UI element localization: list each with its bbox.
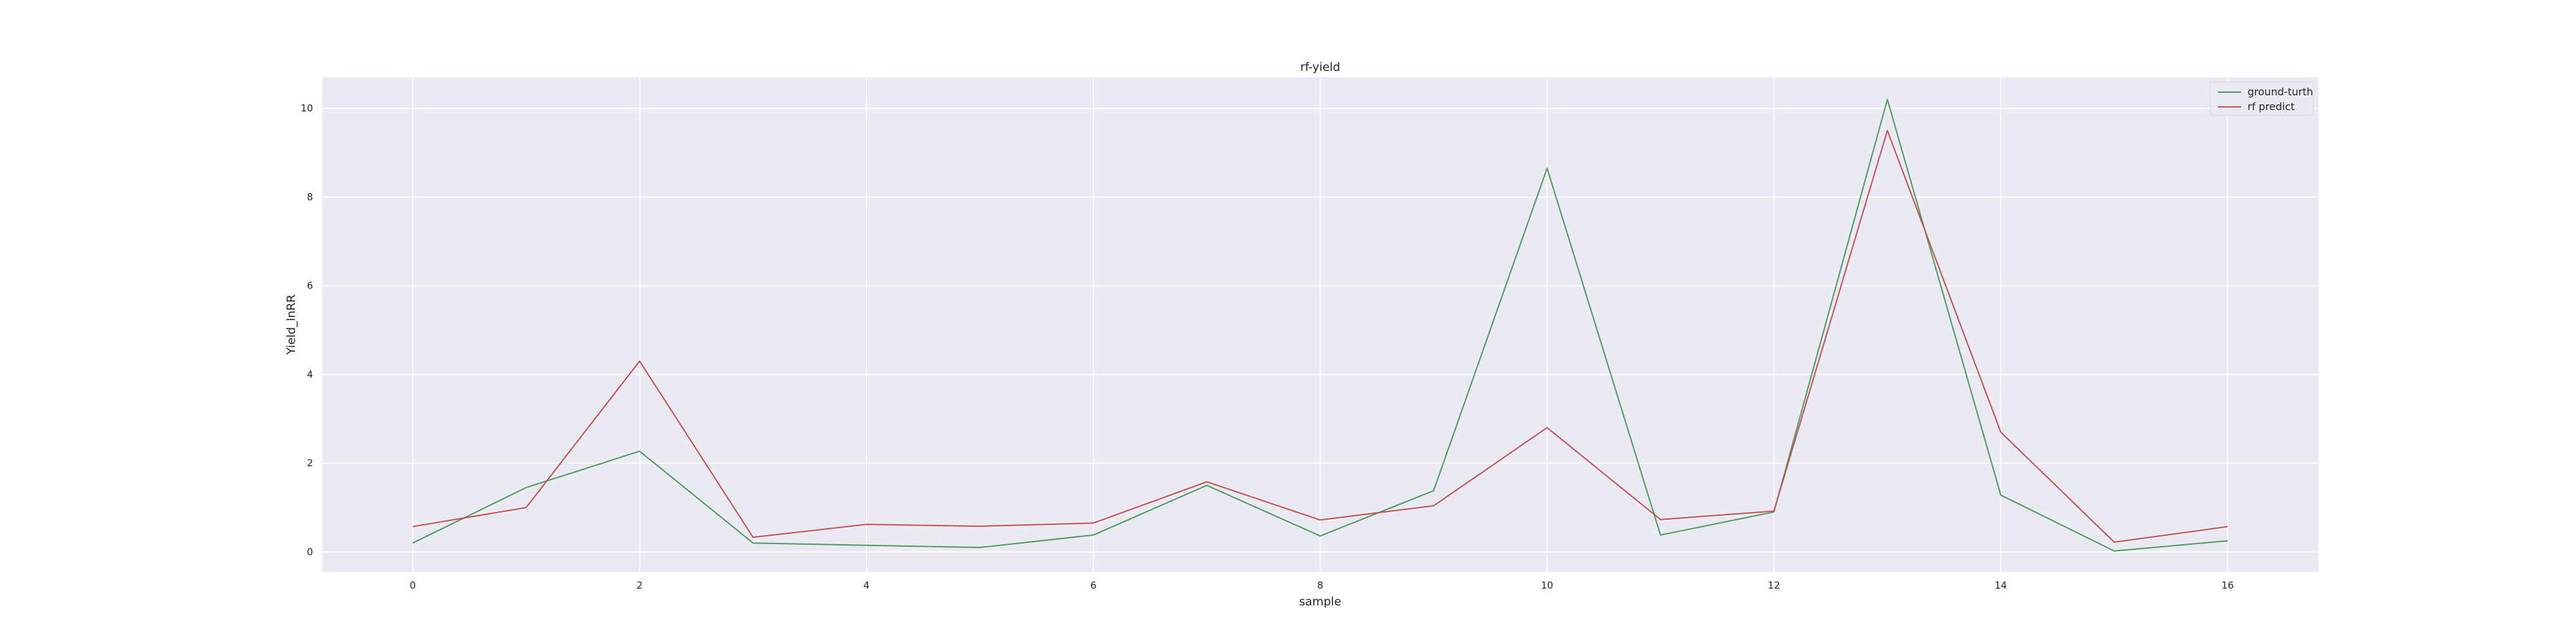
x-tick-label: 12 — [1768, 580, 1780, 591]
y-tick-label: 2 — [307, 457, 313, 469]
y-tick-label: 0 — [307, 546, 313, 558]
x-tick-label: 14 — [1994, 580, 2007, 591]
x-tick-label: 2 — [636, 580, 643, 591]
x-axis-label: sample — [1299, 595, 1341, 609]
series-line-rf-predict — [412, 129, 2228, 543]
x-tick-label: 6 — [1090, 580, 1097, 591]
grid — [322, 77, 2318, 572]
y-tick-label: 8 — [307, 191, 313, 203]
x-tick-labels: 0 2 4 6 8 10 12 14 16 — [410, 580, 2234, 591]
y-tick-labels: 0 2 4 6 8 10 — [301, 102, 313, 558]
x-tick-label: 8 — [1317, 580, 1323, 591]
y-tick-label: 4 — [307, 368, 313, 380]
x-tick-label: 10 — [1541, 580, 1553, 591]
y-tick-label: 6 — [307, 280, 313, 292]
legend: ground-turth rf predict — [2210, 81, 2314, 116]
x-tick-label: 16 — [2222, 580, 2234, 591]
x-tick-label: 0 — [410, 580, 416, 591]
x-tick-label: 4 — [864, 580, 870, 591]
chart-title: rf-yield — [1300, 61, 1340, 74]
y-axis-label: Yield_lnRR — [285, 294, 298, 355]
legend-label-ground-turth: ground-turth — [2248, 86, 2313, 98]
legend-label-rf-predict: rf predict — [2248, 100, 2295, 113]
y-tick-label: 10 — [301, 102, 313, 114]
series-lines — [412, 99, 2228, 552]
